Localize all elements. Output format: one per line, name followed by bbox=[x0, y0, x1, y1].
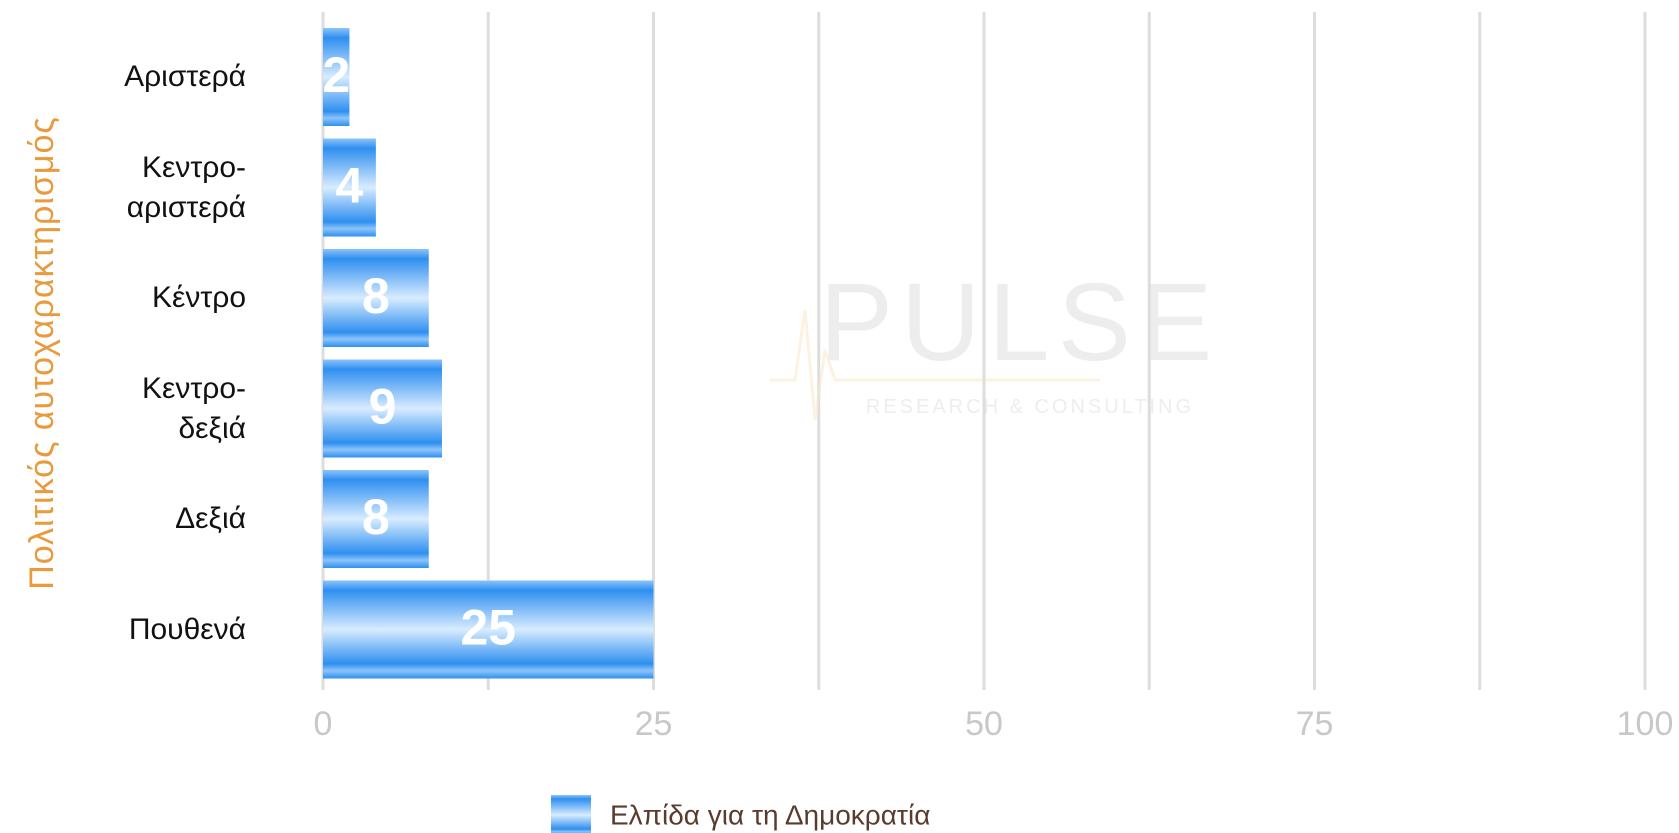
bar bbox=[323, 359, 442, 458]
legend-label: Ελπίδα για τη Δημοκρατία bbox=[610, 799, 930, 830]
watermark-subtitle: RESEARCH & CONSULTING bbox=[866, 396, 1194, 418]
x-tick-label: 0 bbox=[314, 705, 333, 743]
y-tick-label: Αριστερά bbox=[124, 60, 246, 93]
watermark-title: PULSE bbox=[820, 261, 1221, 384]
y-tick-label: Κεντρο- δεξιά bbox=[142, 371, 246, 445]
x-tick-label: 50 bbox=[965, 705, 1003, 743]
data-label: 4 bbox=[336, 158, 364, 214]
y-tick-label: Κεντρο- αριστερά bbox=[126, 150, 246, 224]
x-tick-label: 25 bbox=[635, 705, 673, 743]
bar bbox=[323, 470, 429, 568]
bar bbox=[323, 580, 654, 679]
data-label: 8 bbox=[362, 489, 390, 545]
x-tick-label: 75 bbox=[1296, 705, 1334, 743]
y-axis-label: Πολιτικός αυτοχαρακτηρισμός bbox=[23, 116, 61, 590]
bar bbox=[323, 28, 350, 126]
bar bbox=[323, 138, 376, 237]
y-tick-label: Κέντρο bbox=[152, 281, 246, 314]
legend-swatch bbox=[551, 795, 591, 833]
bar bbox=[323, 249, 429, 347]
x-tick-label: 100 bbox=[1617, 705, 1674, 743]
data-label: 8 bbox=[362, 268, 390, 324]
watermark-line bbox=[770, 309, 1100, 421]
y-tick-label: Δεξιά bbox=[175, 502, 246, 535]
watermark: PULSE RESEARCH & CONSULTING bbox=[770, 261, 1221, 421]
y-tick-label: Πουθενά bbox=[128, 612, 246, 646]
data-label: 2 bbox=[322, 47, 350, 103]
data-label: 9 bbox=[369, 379, 397, 435]
data-label: 25 bbox=[460, 600, 516, 656]
